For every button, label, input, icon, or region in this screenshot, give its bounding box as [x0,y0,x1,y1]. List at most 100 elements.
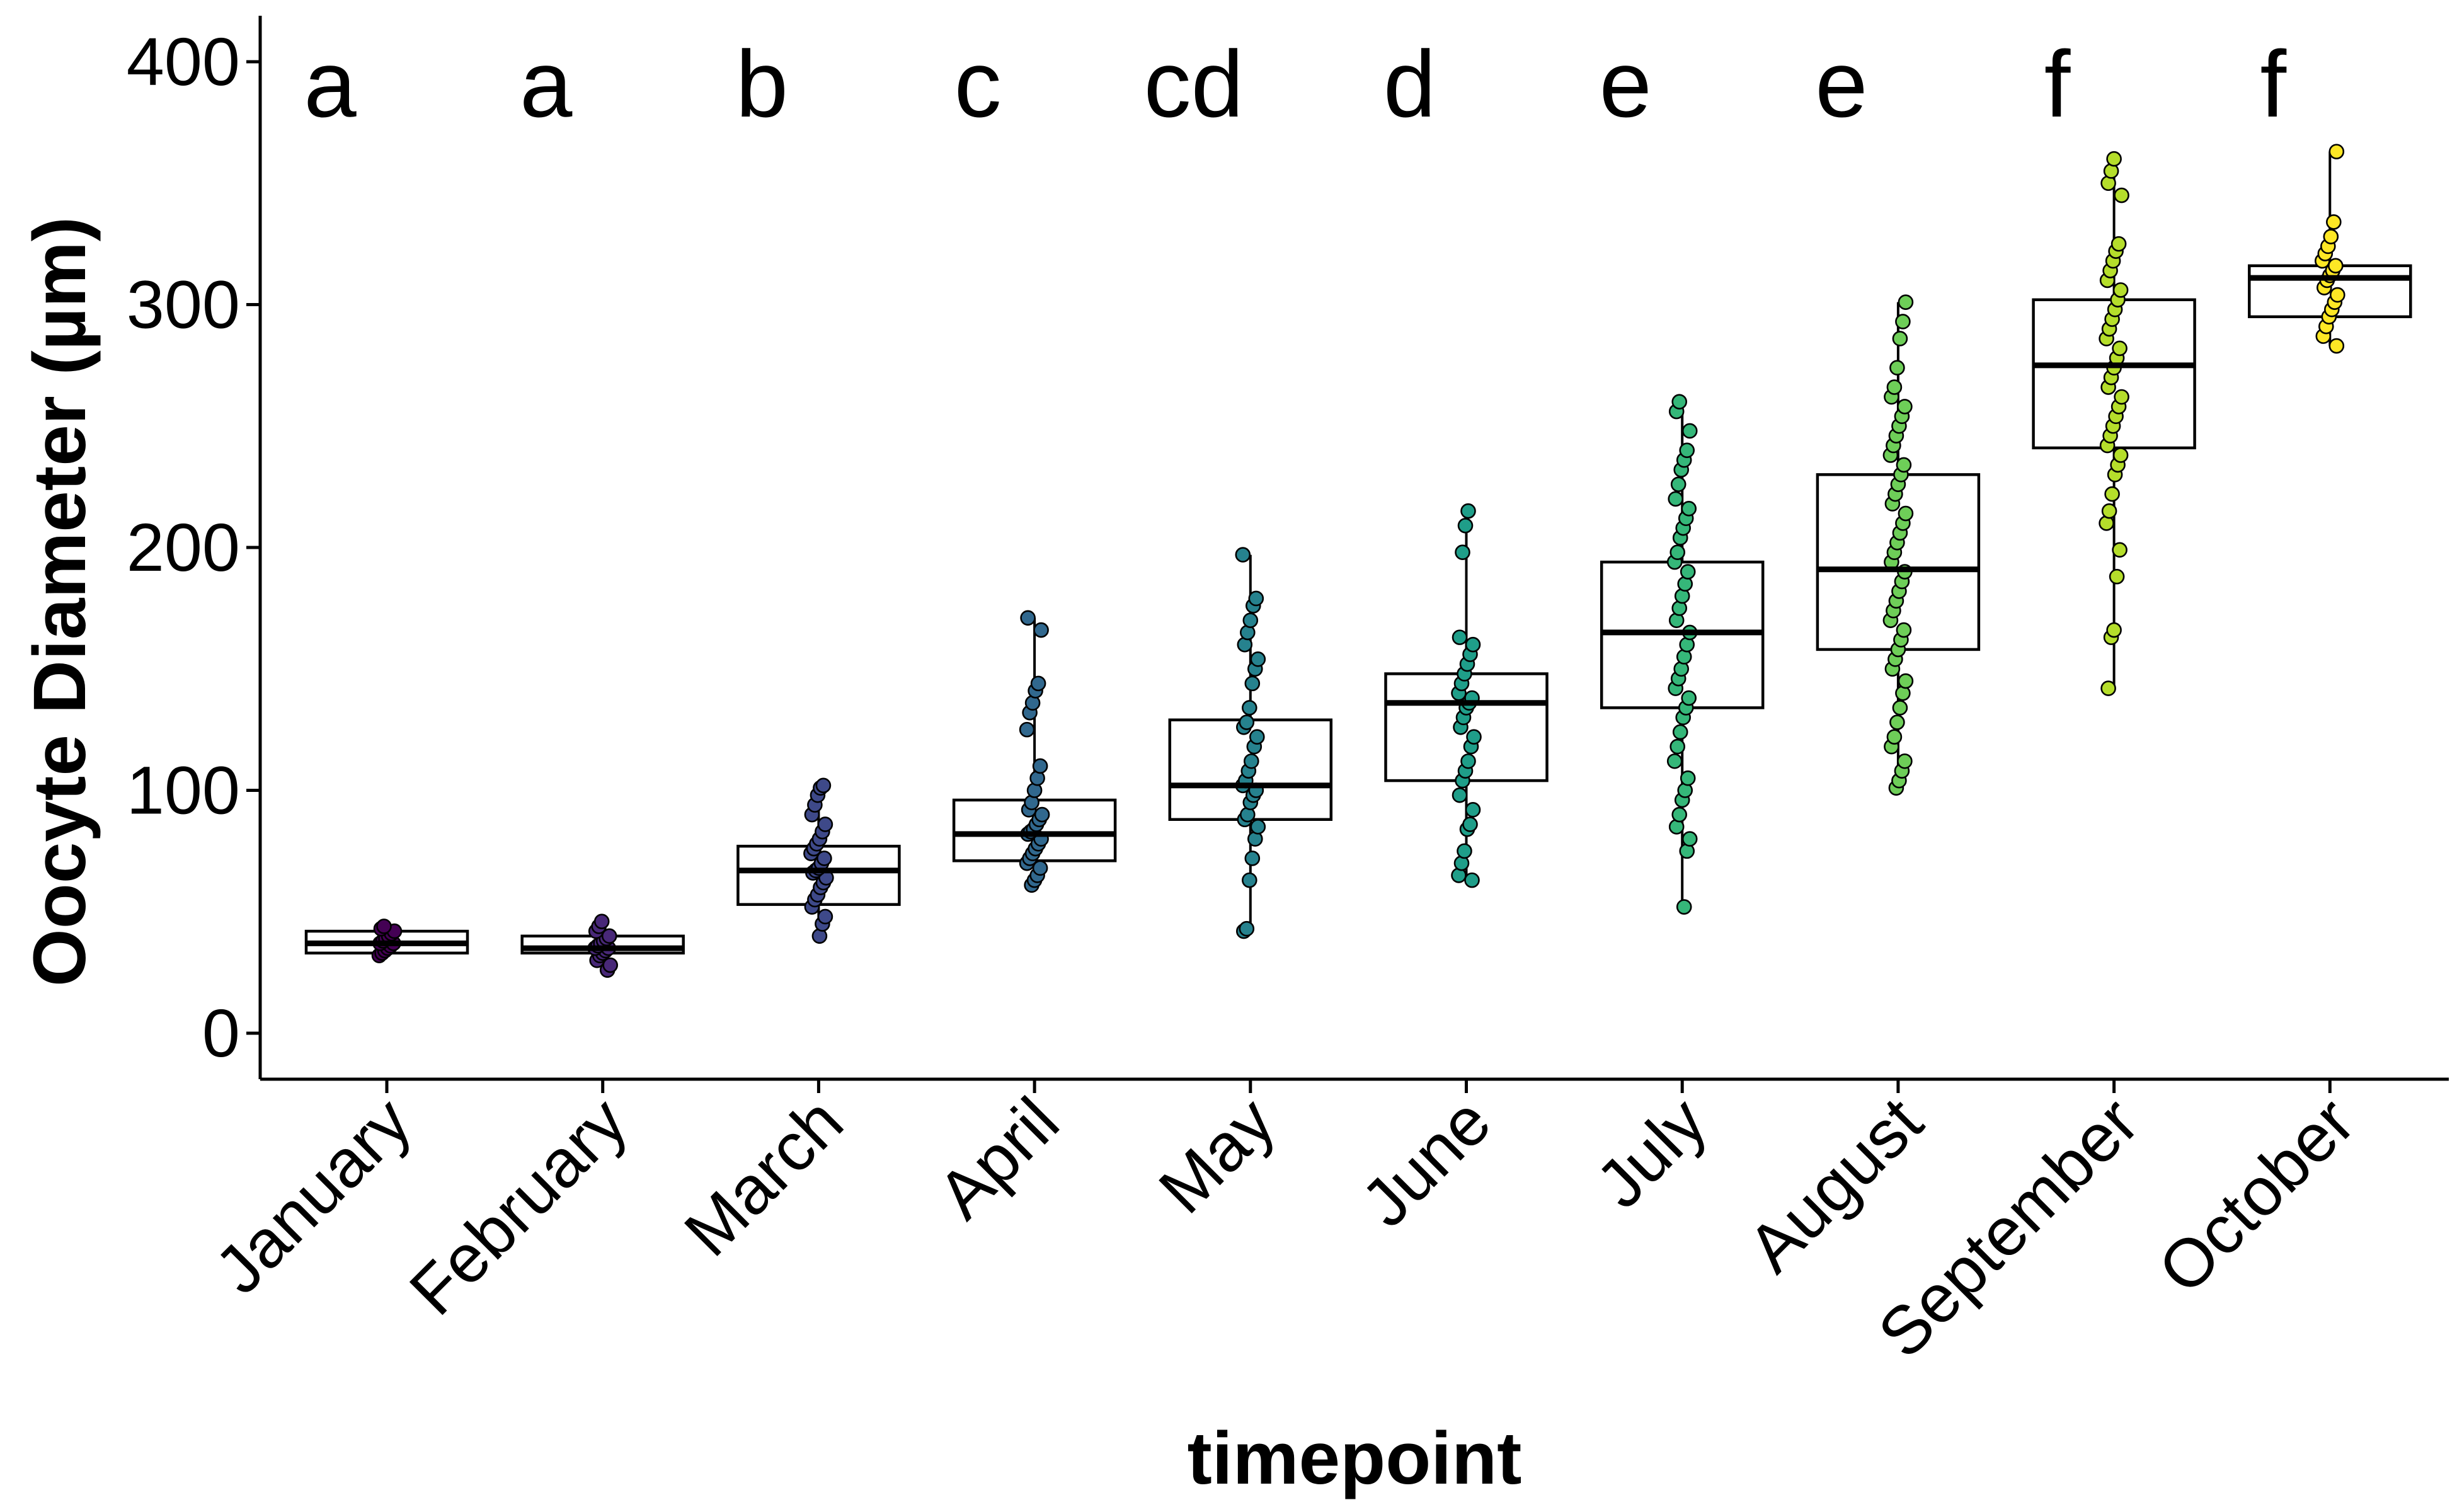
points [1882,294,1914,796]
data-point [1670,476,1687,493]
data-point [1242,612,1259,628]
data-point [601,928,617,944]
data-point [1244,850,1261,866]
data-point [2104,486,2120,502]
data-point [602,957,619,973]
data-point [1455,544,1470,561]
box-group-june [1384,503,1549,888]
significance-letter: d [1383,31,1436,137]
data-point [1896,622,1912,638]
x-tick-label: May [1144,1083,1289,1228]
data-point [2114,389,2129,405]
x-axis-title: timepoint [1188,1417,1522,1500]
data-point [815,777,832,794]
data-point [817,816,833,832]
data-point [2328,144,2345,159]
box-group-january [304,919,469,963]
data-point [1886,729,1903,745]
data-point [2326,214,2342,230]
data-point [1670,738,1685,755]
data-point [1242,700,1257,716]
data-point [1465,636,1481,653]
data-point [2114,187,2129,203]
points [1451,503,1482,888]
data-point [1681,831,1698,847]
y-ticks: 0 100 200 300 400 [127,23,260,1071]
significance-letter: a [520,31,573,137]
y-tick-label: 200 [127,509,240,585]
data-point [2110,236,2127,252]
x-tick-label: June [1347,1083,1505,1241]
data-point [1680,770,1696,786]
y-tick-label: 0 [202,995,240,1071]
x-tick-label: January [200,1083,425,1308]
data-point [1032,758,1048,774]
data-point [1034,806,1050,823]
box-group-may [1168,547,1333,939]
points [2099,151,2129,696]
significance-letter: e [1815,31,1867,137]
box-group-february [520,914,685,978]
data-point [817,908,833,925]
points [1666,394,1698,915]
data-point [1250,819,1266,835]
points [2315,144,2345,354]
significance-letter: b [736,31,788,137]
data-point [1235,547,1251,563]
data-point [376,919,392,934]
data-point [1681,690,1697,706]
data-point [1680,564,1696,580]
data-point [1668,491,1683,507]
data-point [1898,294,1914,310]
points [1019,610,1050,893]
data-point [1886,379,1903,395]
data-point [1889,360,1905,376]
significance-letter: e [1599,31,1651,137]
x-tick-label: March [670,1083,857,1271]
data-point [1897,399,1913,415]
data-point [2328,258,2344,274]
box-group-september [2032,151,2196,696]
data-point [1464,872,1480,888]
data-point [2106,622,2122,638]
data-point [1897,753,1913,769]
data-point [1242,872,1257,888]
significance-letter: f [2044,31,2071,137]
data-point [2112,282,2129,298]
box-group-october [2248,144,2412,354]
data-point [1460,503,1476,519]
data-point [1460,753,1476,769]
data-point [1895,314,1911,329]
data-point [2330,287,2345,303]
box-group-july [1600,394,1765,915]
data-point [1244,753,1259,769]
data-point [2112,447,2129,463]
data-point [1020,610,1036,626]
data-point [1030,675,1046,692]
y-tick-label: 100 [127,752,240,828]
box-group-march [736,777,901,944]
data-point [1896,457,1912,473]
data-point [1892,331,1908,346]
data-point [1681,501,1697,517]
data-point [1892,700,1908,716]
data-point [1681,423,1698,439]
y-tick-label: 400 [127,23,240,100]
data-point [2106,151,2122,167]
data-point [1672,724,1688,740]
data-point [1666,753,1683,769]
data-point [1019,721,1035,738]
data-point [2112,542,2128,558]
y-tick-label: 300 [127,266,240,343]
data-point [1452,787,1468,803]
data-point [816,850,832,866]
data-point [1679,442,1695,459]
data-point [2328,338,2345,354]
data-point [2101,503,2117,519]
data-point [2109,568,2125,585]
data-point [1250,651,1266,667]
x-tick-label: April [923,1083,1073,1233]
data-point [1249,729,1265,745]
